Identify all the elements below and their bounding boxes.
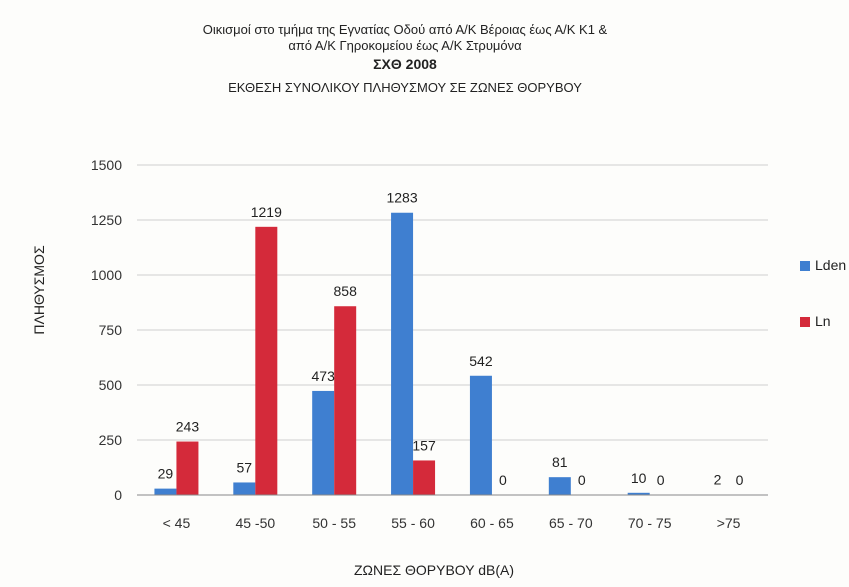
bar-lden — [154, 488, 177, 495]
bar-ln — [176, 441, 199, 495]
gridlines — [137, 164, 768, 441]
x-tick-label: < 45 — [163, 515, 191, 531]
y-tick-label: 250 — [99, 432, 123, 448]
y-tick-label: 500 — [99, 377, 123, 393]
legend-label-lden: Lden — [815, 257, 846, 273]
data-label-ln: 243 — [176, 419, 200, 435]
x-tick-label: 45 -50 — [235, 515, 275, 531]
y-axis-ticks: 0 250 500 750 1000 1250 1500 — [91, 157, 122, 503]
data-label-lden: 542 — [469, 353, 493, 369]
x-axis-label: ΖΩΝΕΣ ΘΟΡΥΒΟΥ dB(A) — [354, 562, 514, 578]
bar-lden — [469, 375, 492, 495]
y-tick-label: 1500 — [91, 157, 122, 173]
x-tick-label: >75 — [717, 515, 741, 531]
data-label-ln: 1219 — [251, 204, 282, 220]
chart-title-group: Οικισμοί στο τμήμα της Εγνατίας Οδού από… — [203, 22, 608, 95]
x-tick-label: 70 - 75 — [628, 515, 672, 531]
bar-lden — [233, 482, 256, 495]
data-label-ln: 0 — [578, 472, 586, 488]
x-tick-label: 65 - 70 — [549, 515, 593, 531]
y-tick-label: 1000 — [91, 267, 122, 283]
data-label-lden: 81 — [552, 454, 568, 470]
x-axis-ticks: < 45 45 -50 50 - 55 55 - 60 60 - 65 65 - 70 70… — [163, 515, 741, 531]
chart-title-line-4: ΕΚΘΕΣΗ ΣΥΝΟΛΙΚΟΥ ΠΛΗΘΥΣΜΟΥ ΣΕ ΖΩΝΕΣ ΘΟΡΥ… — [228, 80, 582, 95]
legend-swatch-lden — [800, 261, 810, 271]
chart-title-line-1: Οικισμοί στο τμήμα της Εγνατίας Οδού από… — [203, 22, 608, 37]
chart-title-line-2: από Α/Κ Γηροκομείου έως Α/Κ Στρυμόνα — [288, 38, 522, 53]
data-label-ln: 0 — [499, 472, 507, 488]
bar-ln — [413, 460, 436, 495]
legend-swatch-ln — [800, 317, 810, 327]
legend-label-ln: Ln — [815, 313, 831, 329]
data-label-lden: 473 — [312, 368, 336, 384]
data-label-lden: 10 — [631, 470, 647, 486]
bar-lden — [627, 492, 650, 495]
data-label-lden: 2 — [714, 472, 722, 488]
data-label-ln: 0 — [736, 472, 744, 488]
bar-lden — [548, 477, 571, 495]
data-label-lden: 1283 — [386, 190, 417, 206]
x-tick-label: 50 - 55 — [312, 515, 356, 531]
bar-lden — [391, 212, 414, 496]
data-label-lden: 29 — [158, 466, 174, 482]
y-tick-label: 750 — [99, 322, 123, 338]
chart-title-line-3: ΣΧΘ 2008 — [373, 56, 437, 72]
y-axis-label: ΠΛΗΘΥΣΜΟΣ — [31, 245, 47, 335]
data-label-ln: 858 — [334, 283, 358, 299]
x-tick-label: 60 - 65 — [470, 515, 514, 531]
data-label-ln: 157 — [412, 437, 436, 453]
y-tick-label: 0 — [114, 487, 122, 503]
bar-ln — [255, 226, 278, 495]
y-tick-label: 1250 — [91, 212, 122, 228]
legend: Lden Ln — [800, 257, 846, 329]
data-label-ln: 0 — [657, 472, 665, 488]
bar-lden — [312, 390, 335, 495]
bar-ln — [334, 306, 357, 495]
x-tick-label: 55 - 60 — [391, 515, 435, 531]
data-label-lden: 57 — [237, 459, 253, 475]
bars — [154, 212, 729, 496]
